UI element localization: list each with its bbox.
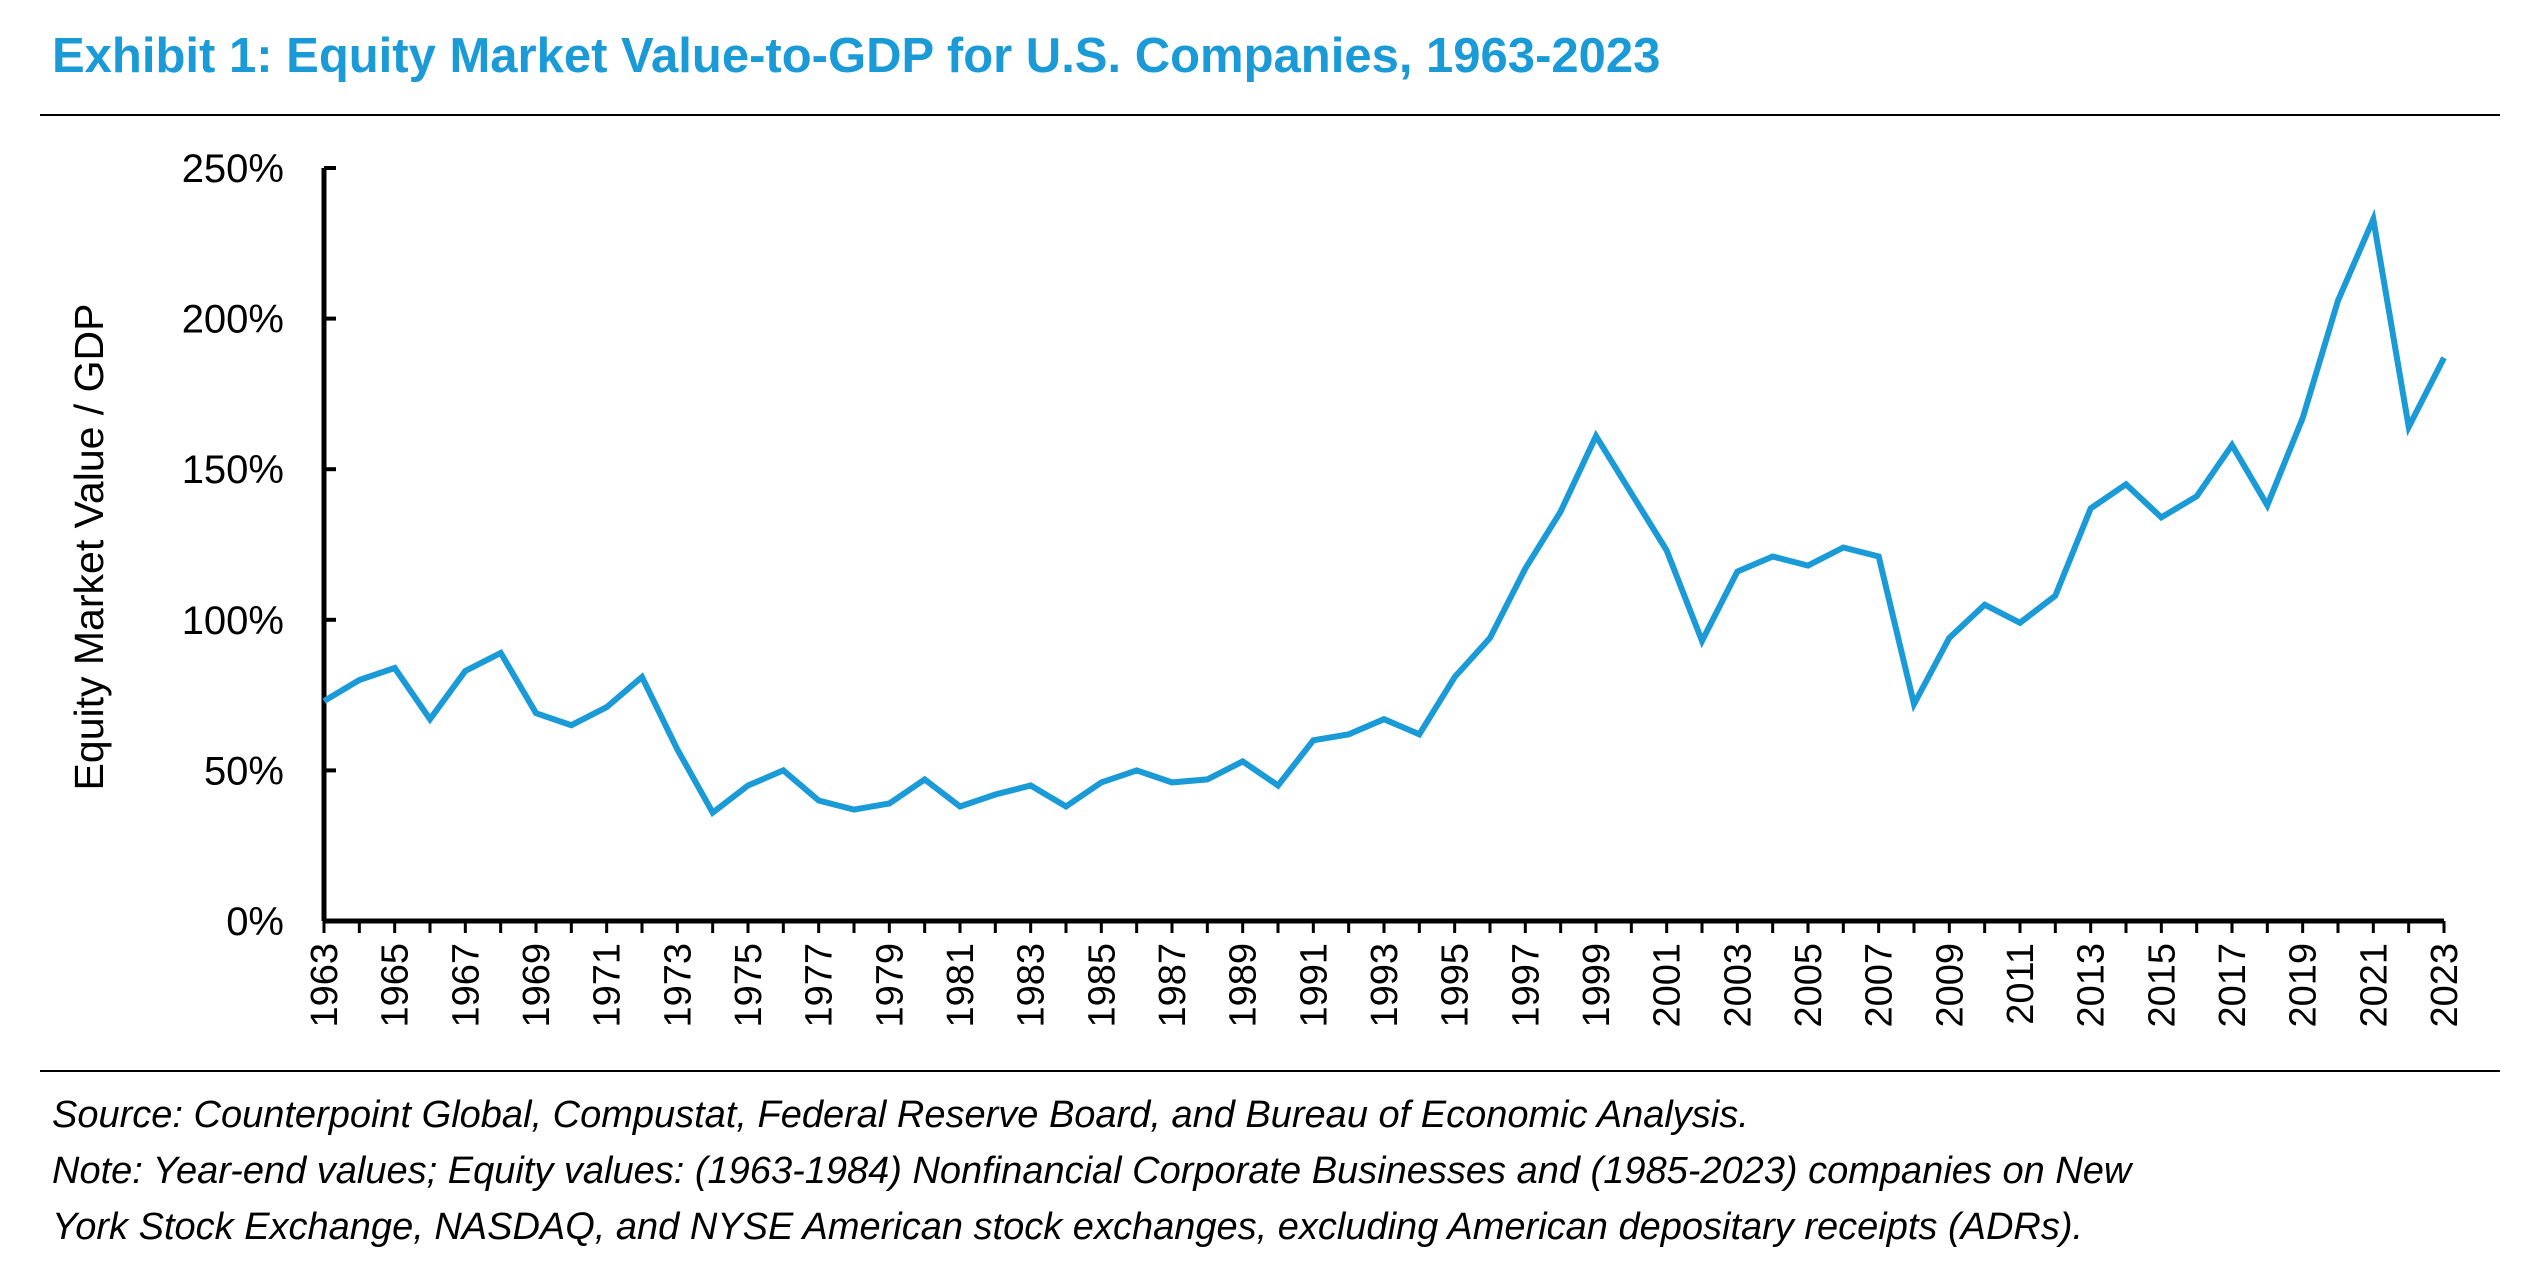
y-tick-label: 100% xyxy=(182,599,284,643)
x-tick-label: 1999 xyxy=(1576,943,1618,1028)
x-tick-label: 1979 xyxy=(869,943,911,1028)
y-axis-label: Equity Market Value / GDP xyxy=(66,304,112,791)
x-tick-label: 2011 xyxy=(2000,943,2042,1025)
x-tick-label: 1967 xyxy=(445,943,487,1028)
footer-divider xyxy=(40,1070,2500,1072)
x-tick-label: 1985 xyxy=(1081,943,1123,1028)
x-tick-label: 2017 xyxy=(2212,943,2254,1028)
x-tick-label: 1977 xyxy=(799,943,841,1028)
y-tick-label: 200% xyxy=(182,298,284,342)
y-tick-label: 150% xyxy=(182,448,284,492)
line-chart: 0%50%100%150%200%250% 1963 1965 1967 1969 19… xyxy=(66,147,2466,1028)
x-tick-label: 2021 xyxy=(2353,943,2395,1028)
x-tick-label: 1965 xyxy=(375,943,417,1028)
x-tick-label: 1987 xyxy=(1152,943,1194,1028)
x-tick-label: 1971 xyxy=(587,943,629,1028)
x-tick-label: 2005 xyxy=(1788,943,1830,1028)
x-tick-label: 1993 xyxy=(1364,943,1406,1028)
y-tick-label: 50% xyxy=(204,749,284,793)
x-tick-label: 1969 xyxy=(516,943,558,1028)
x-tick-label: 1973 xyxy=(657,943,699,1028)
x-tick-label: 2007 xyxy=(1859,943,1901,1028)
series-group xyxy=(322,208,2447,818)
chart-title: Exhibit 1: Equity Market Value-to-GDP fo… xyxy=(52,29,1661,83)
y-tick-label: 0% xyxy=(226,900,284,944)
y-axis: 0% 50% 100% 150% 200% 250% xyxy=(182,147,336,944)
x-tick-label: 1983 xyxy=(1011,943,1053,1028)
x-tick-label: 1989 xyxy=(1223,943,1265,1028)
x-tick-label: 1991 xyxy=(1293,943,1335,1028)
source-note: Source: Counterpoint Global, Compustat, … xyxy=(52,1094,1749,1136)
x-tick-label: 2015 xyxy=(2141,943,2183,1028)
x-tick-label: 2023 xyxy=(2424,943,2466,1028)
x-tick-label: 2003 xyxy=(1717,943,1759,1028)
x-tick-label: 2001 xyxy=(1647,943,1689,1028)
x-tick-label: 2009 xyxy=(1929,943,1971,1028)
note-line-1: Note: Year-end values; Equity values: (1… xyxy=(52,1150,2132,1192)
x-tick-label: 1975 xyxy=(728,943,770,1028)
x-tick-label: 1963 xyxy=(304,943,346,1028)
note-line-2: York Stock Exchange, NASDAQ, and NYSE Am… xyxy=(52,1206,2084,1248)
x-tick-label: 1981 xyxy=(940,943,982,1028)
x-axis: 1963 1965 1967 1969 1971 1973 1975 1977 1979 1981… xyxy=(304,918,2466,1028)
series-line xyxy=(322,208,2447,818)
x-tick-label: 1997 xyxy=(1505,943,1547,1028)
x-tick-label: 2013 xyxy=(2071,943,2113,1028)
y-tick-label: 250% xyxy=(182,147,284,191)
x-tick-label: 2019 xyxy=(2283,943,2325,1028)
title-divider xyxy=(40,114,2500,116)
x-tick-label: 1995 xyxy=(1435,943,1477,1028)
